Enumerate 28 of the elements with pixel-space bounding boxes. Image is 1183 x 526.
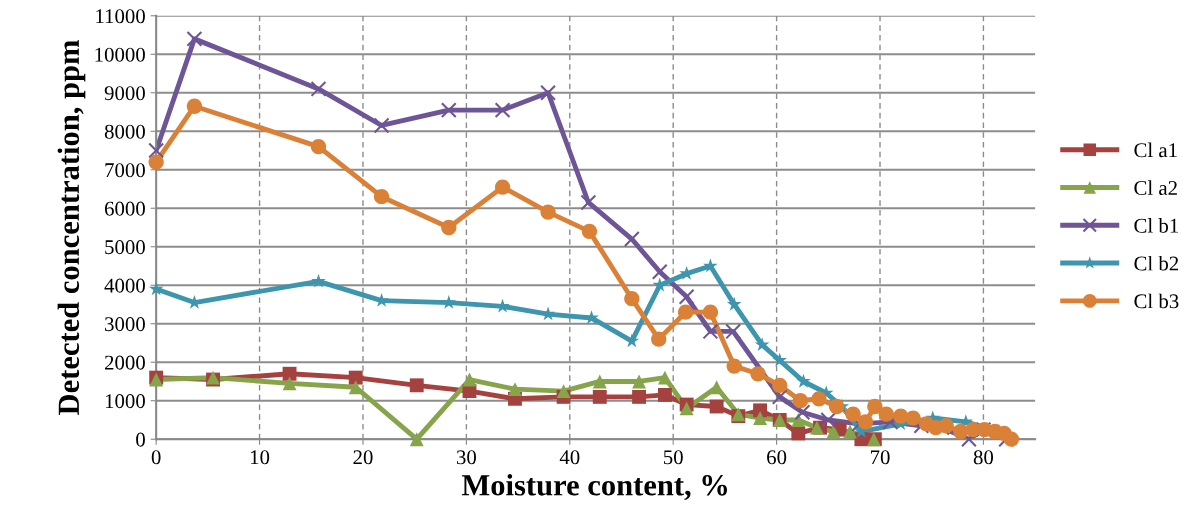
y-tick-label: 4000 [104, 278, 145, 293]
x-tick-label: 60 [767, 450, 787, 465]
legend-label: Cl a1 [1134, 142, 1177, 158]
x-tick-label: 30 [456, 450, 476, 465]
x-tick-label: 20 [353, 450, 373, 465]
y-axis-title: Detected concentration, ppm [57, 40, 86, 415]
x-axis-title: Moisture content, % [461, 474, 728, 501]
x-tick-label: 10 [250, 450, 270, 465]
x-tick-label: 40 [559, 450, 580, 465]
y-tick-label: 9000 [104, 86, 145, 101]
y-tick-label: 0 [136, 432, 145, 447]
legend-label: Cl b2 [1134, 255, 1179, 271]
legend-label: Cl a2 [1134, 180, 1177, 195]
x-tick-label: 50 [663, 450, 683, 465]
y-tick-label: 2000 [104, 355, 145, 370]
legend-label: Cl b1 [1134, 218, 1178, 233]
y-tick-label: 11000 [96, 9, 145, 24]
y-tick-label: 3000 [105, 317, 145, 332]
legend-label: Cl b3 [1134, 293, 1179, 309]
y-tick-label: 6000 [104, 201, 145, 216]
y-tick-label: 1000 [105, 394, 145, 409]
y-tick-label: 8000 [104, 124, 145, 139]
y-tick-label: 5000 [105, 240, 145, 255]
x-tick-label: 0 [151, 450, 161, 465]
x-tick-label: 70 [870, 450, 890, 465]
y-tick-label: 7000 [105, 163, 145, 178]
y-tick-label: 10000 [95, 47, 145, 62]
x-tick-label: 80 [973, 450, 994, 465]
